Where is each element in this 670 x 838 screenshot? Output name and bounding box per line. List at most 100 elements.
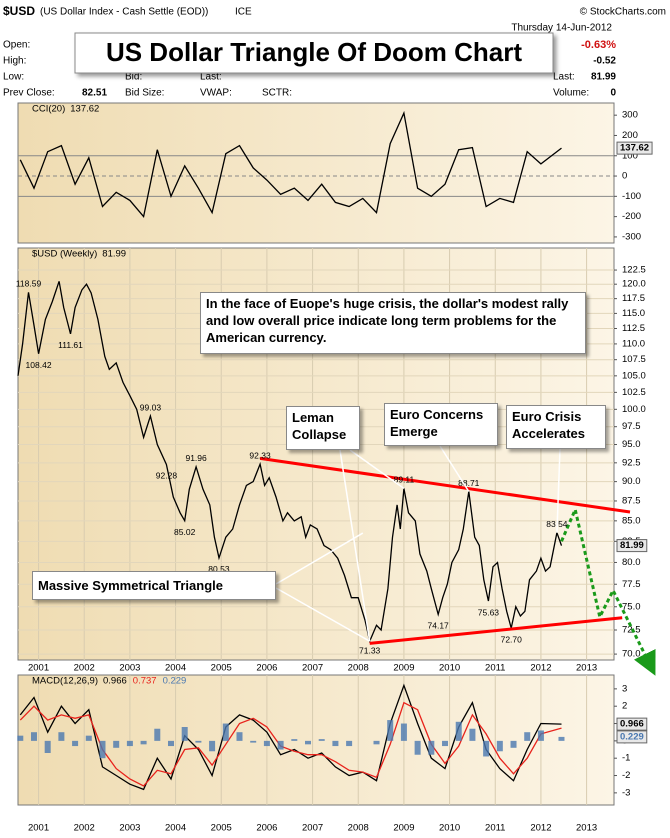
last-value-box (616, 730, 648, 744)
histogram-bar (154, 728, 161, 741)
y-tick-label: 97.5 (622, 421, 641, 432)
y-tick-label: 85.0 (622, 515, 641, 526)
panel-label-value: 0.229 (163, 676, 187, 687)
histogram-bar (400, 723, 407, 741)
series-line (17, 281, 563, 644)
field: Open: (3, 40, 30, 51)
price-annotation: 89.11 (394, 475, 415, 485)
y-tick-label: 102.5 (622, 387, 646, 398)
exchange: ICE (235, 7, 252, 18)
price-annotation: 108.42 (26, 360, 52, 370)
projection (560, 504, 656, 676)
field: Last: (553, 72, 575, 83)
last-value-box (616, 539, 648, 553)
price-annotation: 99.03 (140, 402, 162, 412)
price-annotation: 80.53 (208, 564, 230, 574)
x-tick-label: 2007 (302, 823, 323, 834)
x-tick-label: 2010 (439, 823, 460, 834)
y-tick-label: 77.5 (622, 579, 641, 590)
y-tick-label: 122.5 (622, 265, 646, 276)
field-value: 82.51 (82, 88, 107, 99)
x-tick-label: 2011 (485, 823, 505, 834)
histogram-bar (291, 739, 298, 741)
callout-pointer (275, 532, 364, 585)
histogram-bar (469, 728, 476, 741)
histogram-bar (113, 740, 120, 748)
histogram-bar (17, 735, 24, 741)
histogram-bar (140, 740, 147, 745)
y-tick-label: 100.0 (622, 404, 646, 415)
y-tick-label: 300 (622, 110, 638, 121)
last-value-label: 81.99 (620, 540, 644, 551)
callout: Leman Collapse (286, 406, 360, 450)
callout: In the face of Euope's huge crisis, the … (200, 292, 586, 354)
histogram-bar (346, 740, 353, 747)
x-tick-label: 2002 (74, 823, 95, 834)
x-tick-label: 2013 (576, 663, 597, 674)
field: Bid Size: (125, 88, 164, 99)
panel-label-value: 0.966 (103, 676, 127, 687)
price-annotation: 85.02 (174, 527, 196, 537)
y-tick-label: 110.0 (622, 338, 645, 349)
y-tick-label: 100 (622, 150, 638, 161)
histogram-bar (305, 740, 312, 745)
title-box (74, 32, 554, 74)
histogram-bar (428, 740, 435, 755)
x-tick-label: 2012 (530, 663, 551, 674)
y-tick-label: 70.0 (622, 649, 641, 660)
histogram-bar (277, 740, 284, 750)
callout: Euro Crisis Accelerates (506, 405, 606, 449)
callout-pointer (275, 587, 371, 642)
price-annotation: 111.61 (58, 340, 83, 350)
histogram-bar (222, 723, 229, 741)
callout: Massive Symmetrical Triangle (32, 571, 276, 600)
x-tick-label: 2009 (393, 823, 414, 834)
histogram-bar (263, 740, 270, 747)
y-tick-label: 115.0 (622, 308, 645, 319)
histogram-bar (373, 740, 380, 745)
y-tick-label: 112.5 (622, 323, 645, 334)
y-tick-label: 92.5 (622, 457, 641, 468)
y-tick-label: -1 (622, 753, 630, 764)
price-annotation: 72.70 (501, 634, 523, 644)
histogram-bar (209, 740, 216, 752)
callout: Euro Concerns Emerge (384, 403, 498, 446)
panel-label-value: 0.737 (133, 676, 157, 687)
y-tick-label: 95.0 (622, 439, 641, 450)
histogram-bar (332, 740, 339, 747)
x-tick-label: 2006 (256, 823, 277, 834)
y-tick-label: -2 (622, 770, 630, 781)
y-tick-label: 3 (622, 683, 627, 694)
y-tick-label: 75.0 (622, 601, 641, 612)
last-value-box (616, 141, 653, 155)
histogram-bar (44, 740, 51, 753)
x-tick-label: 2004 (165, 823, 186, 834)
panel-label: MACD(12,26,9) (32, 676, 98, 687)
histogram-bar (537, 730, 544, 741)
histogram-bar (524, 732, 531, 741)
series-line (19, 701, 562, 787)
panel-label: $USD (Weekly) (32, 249, 97, 260)
panel (17, 674, 615, 806)
y-tick-label: 80.0 (622, 557, 641, 568)
x-tick-label: 2013 (576, 823, 597, 834)
source: © StockCharts.com (580, 7, 666, 18)
histogram-bar (181, 727, 188, 741)
panel-label-value: 81.99 (102, 249, 126, 260)
histogram-bar (483, 740, 490, 757)
chart-title: US Dollar Triangle Of Doom Chart (106, 37, 522, 67)
x-tick-label: 2001 (28, 823, 49, 834)
callout-pointer (349, 449, 405, 490)
x-tick-label: 2008 (348, 823, 369, 834)
symbol: $USD (3, 4, 35, 18)
callout-pointer (439, 445, 470, 492)
y-tick-label: 90.0 (622, 476, 641, 487)
panel-label-value: 137.62 (70, 104, 99, 115)
x-tick-label: 2003 (119, 823, 140, 834)
field: Last: (200, 72, 222, 83)
field-value: 0 (610, 88, 616, 99)
x-tick-label: 2005 (211, 663, 232, 674)
x-tick-label: 2009 (393, 663, 414, 674)
histogram-bar (99, 740, 106, 759)
